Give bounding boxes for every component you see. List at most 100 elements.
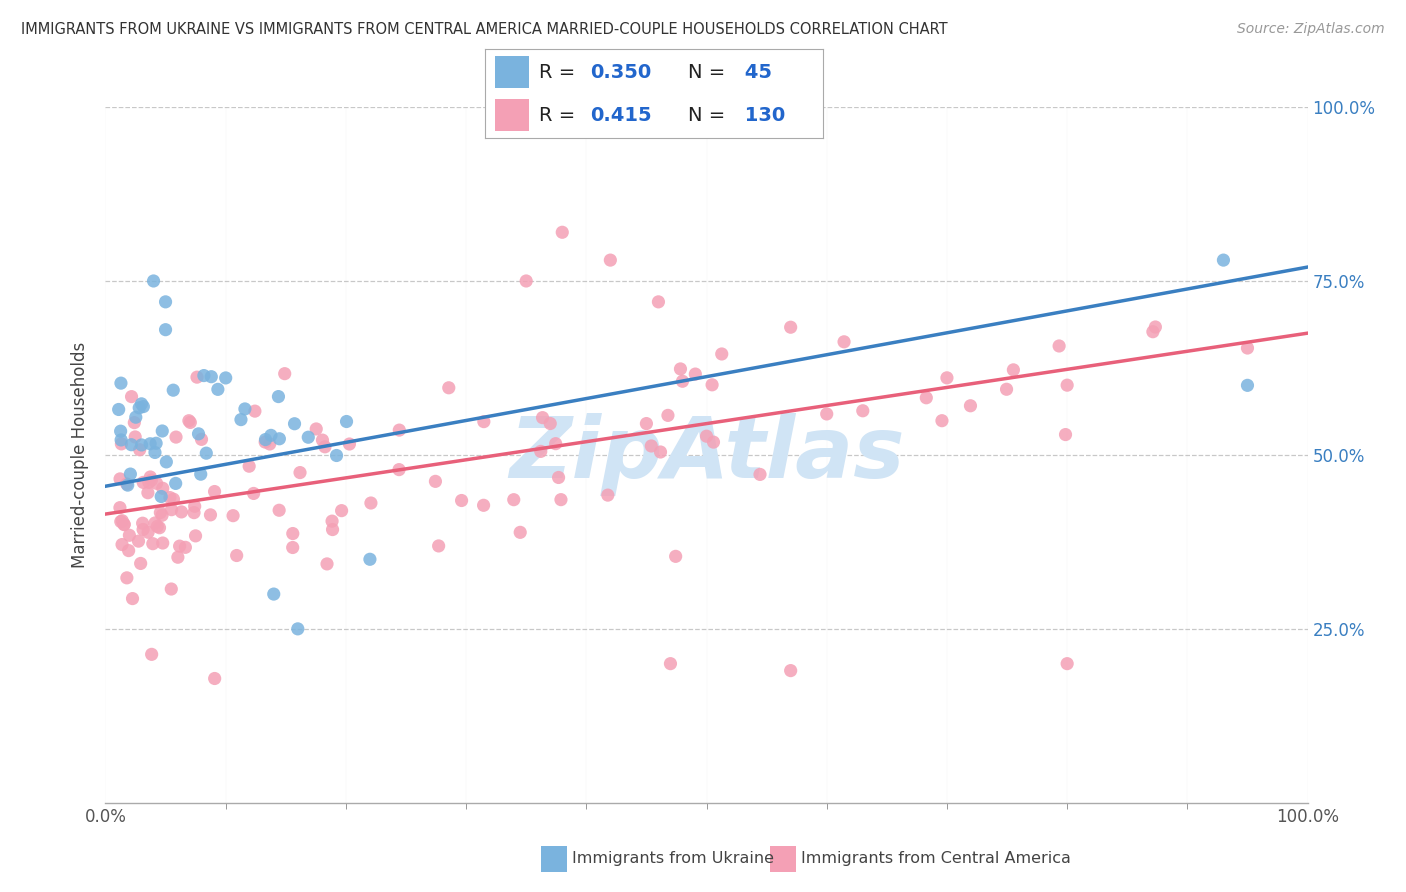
Text: Source: ZipAtlas.com: Source: ZipAtlas.com	[1237, 22, 1385, 37]
Point	[128, 442, 150, 457]
Point	[515, 274, 537, 288]
Point	[472, 498, 495, 512]
Point	[779, 320, 801, 334]
Point	[1056, 378, 1078, 392]
Point	[1054, 427, 1077, 442]
Point	[124, 430, 146, 444]
Point	[388, 423, 411, 437]
Point	[110, 433, 132, 447]
Point	[659, 657, 682, 671]
Point	[143, 516, 166, 530]
Point	[190, 467, 212, 482]
Point	[243, 404, 266, 418]
Point	[749, 467, 772, 482]
Point	[283, 417, 305, 431]
Point	[647, 294, 669, 309]
Point	[222, 508, 245, 523]
Text: Immigrants from Ukraine: Immigrants from Ukraine	[572, 852, 775, 866]
Point	[110, 424, 132, 438]
Text: R =: R =	[538, 62, 582, 82]
Point	[305, 422, 328, 436]
Point	[263, 587, 285, 601]
Point	[427, 539, 450, 553]
Point	[207, 383, 229, 397]
Point	[195, 446, 218, 460]
Point	[779, 664, 801, 678]
Point	[437, 381, 460, 395]
Point	[115, 571, 138, 585]
Point	[155, 323, 177, 337]
Point	[530, 444, 553, 458]
Point	[118, 528, 141, 542]
Point	[183, 506, 205, 520]
Point	[314, 440, 336, 454]
Point	[1236, 341, 1258, 355]
Point	[281, 541, 304, 555]
Point	[111, 514, 134, 528]
Point	[959, 399, 981, 413]
Point	[107, 402, 129, 417]
Point	[132, 400, 155, 414]
Point	[650, 445, 672, 459]
Point	[128, 401, 150, 415]
Point	[1212, 253, 1234, 268]
Point	[184, 529, 207, 543]
Point	[131, 516, 153, 531]
Point	[169, 539, 191, 553]
Point	[204, 484, 226, 499]
Point	[696, 429, 718, 443]
Point	[204, 672, 226, 686]
Point	[108, 472, 131, 486]
Point	[388, 462, 411, 476]
Point	[229, 412, 252, 426]
Text: N =: N =	[688, 105, 731, 125]
Point	[360, 496, 382, 510]
Y-axis label: Married-couple Households: Married-couple Households	[72, 342, 90, 568]
Point	[165, 476, 187, 491]
Point	[238, 459, 260, 474]
Point	[596, 488, 619, 502]
Point	[242, 486, 264, 500]
Bar	[495, 99, 529, 131]
Point	[115, 476, 138, 491]
Point	[538, 417, 561, 431]
Point	[117, 543, 139, 558]
Point	[330, 503, 353, 517]
Point	[599, 253, 621, 268]
Point	[995, 382, 1018, 396]
Point	[186, 370, 208, 384]
Point	[1002, 363, 1025, 377]
Point	[311, 433, 333, 447]
Point	[281, 526, 304, 541]
Point	[273, 367, 295, 381]
Point	[260, 428, 283, 442]
Point	[121, 390, 143, 404]
Text: 0.415: 0.415	[589, 105, 651, 125]
Point	[132, 523, 155, 537]
Point	[142, 537, 165, 551]
Point	[111, 537, 134, 551]
Point	[150, 424, 173, 438]
Point	[1236, 378, 1258, 392]
Point	[121, 591, 143, 606]
Point	[915, 391, 938, 405]
Point	[267, 390, 290, 404]
Point	[702, 435, 724, 450]
Point	[131, 438, 153, 452]
Point	[179, 416, 201, 430]
Point	[665, 549, 688, 564]
Point	[640, 439, 662, 453]
Point	[108, 500, 131, 515]
Point	[170, 505, 193, 519]
Point	[502, 492, 524, 507]
Point	[139, 436, 162, 450]
Point	[150, 490, 173, 504]
Point	[832, 334, 855, 349]
Point	[685, 367, 707, 381]
Point	[120, 438, 142, 452]
Point	[852, 404, 875, 418]
Point	[254, 433, 277, 447]
Point	[259, 437, 281, 451]
Point	[160, 502, 183, 516]
Point	[165, 430, 187, 444]
